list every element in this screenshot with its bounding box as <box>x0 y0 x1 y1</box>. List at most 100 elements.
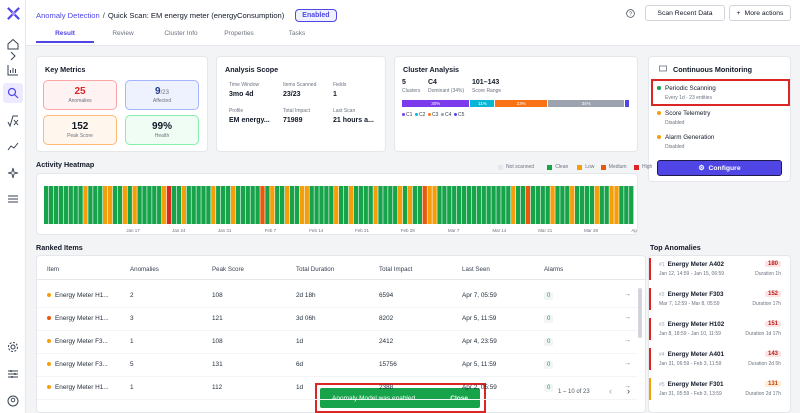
monitoring-item[interactable]: Score Telemetry Disabled <box>657 110 710 126</box>
anomaly-item[interactable]: #2 Energy Meter F303 Mar 7, 12:59 - Mar 8,… <box>649 288 785 310</box>
heatmap-cell[interactable] <box>98 186 103 224</box>
heatmap-cell[interactable] <box>471 186 477 224</box>
heatmap-cell[interactable] <box>570 186 575 224</box>
heatmap-cell[interactable] <box>201 186 206 224</box>
table-column-header[interactable]: Last Seen <box>462 266 490 273</box>
sparkle-icon[interactable] <box>5 165 21 181</box>
heatmap-cell[interactable] <box>171 186 177 224</box>
table-row[interactable] <box>37 309 637 331</box>
heatmap-cell[interactable] <box>550 186 555 224</box>
next-page-icon[interactable]: › <box>627 386 630 396</box>
heatmap-cell[interactable] <box>398 186 403 224</box>
heatmap-cell[interactable] <box>329 186 334 224</box>
heatmap-cell[interactable] <box>166 186 172 224</box>
heatmap-cell[interactable] <box>107 186 113 224</box>
table-row[interactable] <box>37 332 637 354</box>
heatmap-cell[interactable] <box>280 186 285 224</box>
heatmap-cell[interactable] <box>78 186 83 224</box>
menu-icon[interactable] <box>5 191 21 207</box>
heatmap-cell[interactable] <box>402 186 408 224</box>
chevron-right-icon[interactable] <box>5 48 21 64</box>
more-actions-button[interactable]: + More actions <box>729 5 791 21</box>
heatmap-cell[interactable] <box>132 186 137 224</box>
heatmap-cell[interactable] <box>629 186 634 224</box>
table-column-header[interactable]: Item <box>47 266 60 273</box>
heatmap-cell[interactable] <box>142 186 147 224</box>
row-arrow-icon[interactable]: → <box>624 337 631 344</box>
heatmap-cell[interactable] <box>211 186 216 224</box>
heatmap-cell[interactable] <box>73 186 78 224</box>
heatmap-cell[interactable] <box>422 186 427 224</box>
help-icon[interactable]: ? <box>626 9 635 18</box>
heatmap-cell[interactable] <box>314 186 319 224</box>
heatmap-cell[interactable] <box>103 186 108 224</box>
heatmap-cell[interactable] <box>368 186 373 224</box>
settings-icon[interactable] <box>5 339 21 355</box>
heatmap-cell[interactable] <box>481 186 486 224</box>
heatmap-cell[interactable] <box>289 186 295 224</box>
row-arrow-icon[interactable]: → <box>624 360 631 367</box>
heatmap-cell[interactable] <box>555 186 560 224</box>
table-column-header[interactable]: Alarms <box>544 266 564 273</box>
tab-result[interactable]: Result <box>36 30 94 43</box>
heatmap-cell[interactable] <box>48 186 54 224</box>
row-arrow-icon[interactable]: → <box>624 291 631 298</box>
heatmap-cell[interactable] <box>127 186 132 224</box>
configure-button[interactable]: ⚙ Configure <box>657 160 782 176</box>
heatmap-cell[interactable] <box>162 186 167 224</box>
table-column-header[interactable]: Total Impact <box>379 266 413 273</box>
row-arrow-icon[interactable]: → <box>624 314 631 321</box>
heatmap-cell[interactable] <box>44 186 49 224</box>
prev-page-icon[interactable]: ‹ <box>609 386 612 396</box>
heatmap-cell[interactable] <box>299 186 304 224</box>
heatmap-cell[interactable] <box>545 186 550 224</box>
scan-recent-data-button[interactable]: Scan Recent Data <box>645 5 725 21</box>
heatmap-cell[interactable] <box>584 186 590 224</box>
row-arrow-icon[interactable]: → <box>624 383 631 390</box>
heatmap-cell[interactable] <box>516 186 521 224</box>
tab-review[interactable]: Review <box>112 30 134 37</box>
heatmap-cell[interactable] <box>407 186 413 224</box>
heatmap-cell[interactable] <box>181 186 186 224</box>
heatmap-cell[interactable] <box>225 186 231 224</box>
heatmap-cell[interactable] <box>309 186 314 224</box>
heatmap-cell[interactable] <box>68 186 73 224</box>
tab-tasks[interactable]: Tasks <box>288 30 306 37</box>
heatmap-cell[interactable] <box>83 186 88 224</box>
heatmap-cell[interactable] <box>265 186 270 224</box>
heatmap-cell[interactable] <box>599 186 604 224</box>
bar-chart-icon[interactable] <box>5 62 21 78</box>
heatmap-cell[interactable] <box>393 186 398 224</box>
heatmap-cell[interactable] <box>358 186 363 224</box>
anomaly-item[interactable]: #3 Energy Meter H102 Jan 8, 18:59 - Jan 10… <box>649 318 785 340</box>
heatmap-cell[interactable] <box>284 186 290 224</box>
heatmap-cell[interactable] <box>589 186 595 224</box>
heatmap-cell[interactable] <box>579 186 585 224</box>
heatmap-cell[interactable] <box>53 186 59 224</box>
heatmap-cell[interactable] <box>476 186 481 224</box>
heatmap-cell[interactable] <box>157 186 162 224</box>
trend-icon[interactable] <box>5 138 21 154</box>
heatmap-cell[interactable] <box>491 186 496 224</box>
heatmap-cell[interactable] <box>432 186 437 224</box>
heatmap-cell[interactable] <box>501 186 506 224</box>
heatmap-cell[interactable] <box>452 186 457 224</box>
table-column-header[interactable]: Total Duration <box>296 266 335 273</box>
heatmap-cell[interactable] <box>520 186 526 224</box>
heatmap-cell[interactable] <box>506 186 511 224</box>
monitoring-item[interactable]: Periodic Scanning Every 1d · 23 entities <box>657 85 716 101</box>
heatmap-cell[interactable] <box>334 186 339 224</box>
heatmap-cell[interactable] <box>147 186 152 224</box>
heatmap-cell[interactable] <box>530 186 536 224</box>
heatmap-cell[interactable] <box>255 186 260 224</box>
heatmap-cell[interactable] <box>457 186 462 224</box>
heatmap-cell[interactable] <box>235 186 241 224</box>
heatmap-cell[interactable] <box>93 186 98 224</box>
heatmap-cell[interactable] <box>304 186 309 224</box>
heatmap-cell[interactable] <box>240 186 245 224</box>
heatmap-cell[interactable] <box>221 186 226 224</box>
heatmap-cell[interactable] <box>319 186 324 224</box>
heatmap-cell[interactable] <box>122 186 127 224</box>
heatmap-cell[interactable] <box>353 186 359 224</box>
heatmap-cell[interactable] <box>496 186 501 224</box>
